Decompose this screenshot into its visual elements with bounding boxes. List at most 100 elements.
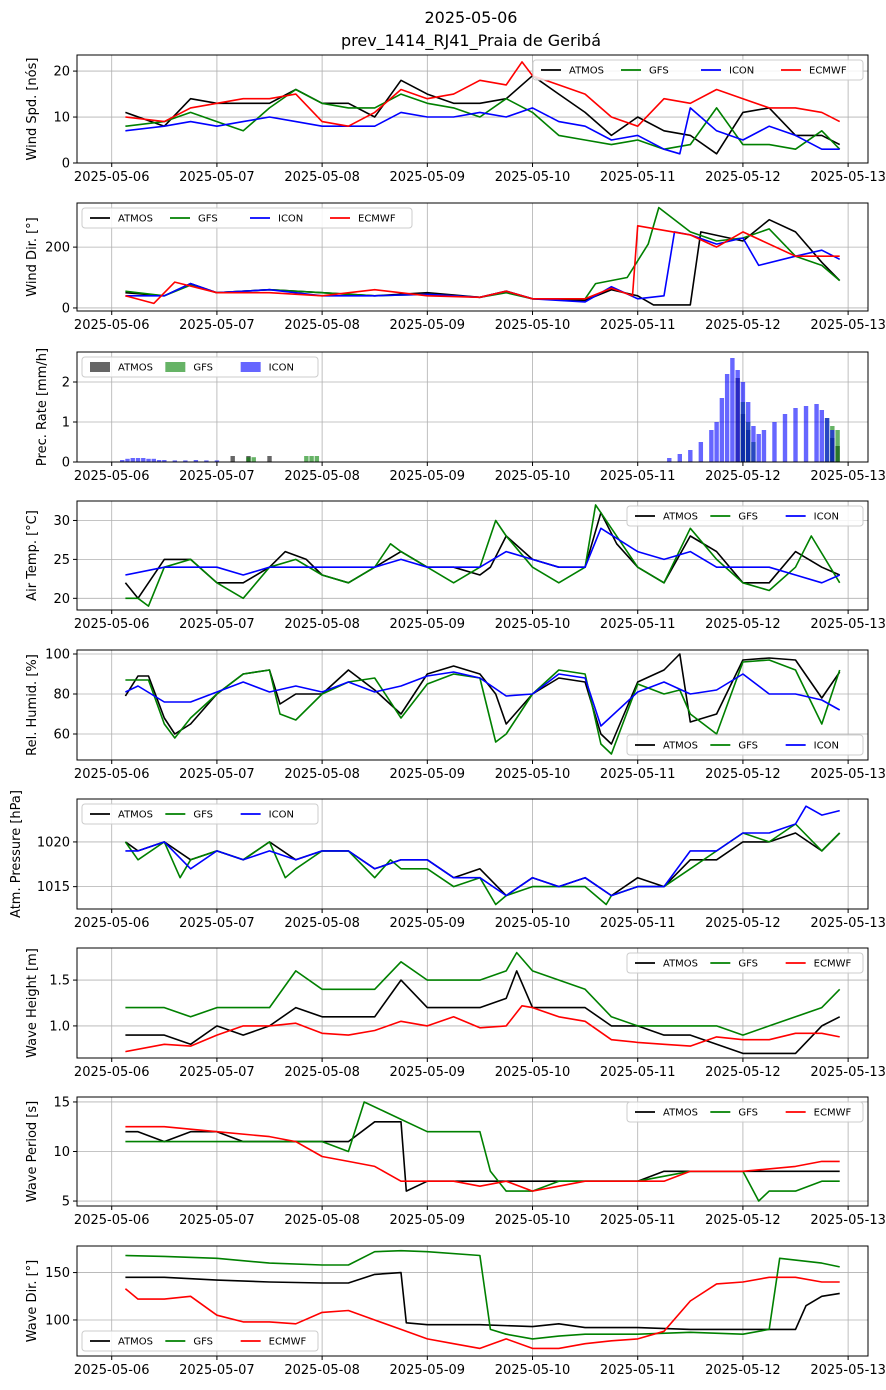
- x-tick-label: 2025-05-13: [810, 1213, 886, 1228]
- bar-icon: [146, 458, 151, 462]
- x-tick-label: 2025-05-08: [284, 469, 360, 484]
- y-tick-label: 150: [45, 1266, 70, 1281]
- bar-icon: [793, 408, 798, 462]
- series-ecmwf: [125, 61, 841, 127]
- legend-label: GFS: [738, 512, 758, 523]
- plot-area: [124, 1249, 840, 1350]
- legend-label: ATMOS: [663, 959, 698, 970]
- y-tick-label: 5: [62, 1195, 70, 1210]
- bar-icon: [714, 422, 719, 462]
- x-tick-label: 2025-05-07: [179, 1363, 255, 1378]
- bar-icon: [772, 422, 777, 462]
- x-tick-label: 2025-05-09: [390, 916, 466, 931]
- series-ecmwf: [125, 1004, 840, 1053]
- bar-icon: [709, 430, 714, 462]
- series-atmos: [124, 832, 841, 897]
- x-tick-label: 2025-05-08: [284, 1065, 360, 1080]
- bar-gfs: [309, 456, 314, 462]
- bar-icon: [183, 460, 188, 462]
- panels: 2025-05-06 2025-05-07 2025-05-08 2025-05-09…: [9, 54, 886, 1378]
- bar-icon: [735, 370, 740, 462]
- x-tick-label: 2025-05-09: [390, 767, 466, 782]
- series-icon: [125, 805, 840, 897]
- series-gfs: [125, 1101, 840, 1202]
- x-tick-label: 2025-05-07: [179, 916, 255, 931]
- y-tick-label: 10: [53, 111, 70, 126]
- x-tick-label: 2025-05-11: [600, 1363, 676, 1378]
- legend-box: [81, 803, 319, 825]
- legend-box: [81, 207, 413, 229]
- panel-9: 2025-05-06 2025-05-07 2025-05-08 2025-05-09…: [25, 1245, 886, 1378]
- x-tick-label: 2025-05-07: [179, 617, 255, 632]
- x-tick-label: 2025-05-11: [600, 617, 676, 632]
- y-tick-label: 20: [53, 592, 70, 607]
- legend-label: GFS: [198, 214, 218, 225]
- legend-label: ICON: [278, 214, 303, 225]
- bar-icon: [719, 398, 725, 462]
- legend-label: ECMWF: [269, 1337, 307, 1348]
- x-tick-label: 2025-05-13: [810, 767, 886, 782]
- bar-icon: [830, 430, 835, 462]
- y-tick-label: 2: [62, 376, 70, 391]
- y-tick-label: 0: [62, 456, 70, 471]
- x-tick-label: 2025-05-13: [810, 318, 886, 333]
- bar-icon: [141, 458, 146, 462]
- bar-icon: [730, 358, 735, 462]
- legend: ATMOS GFS ICON ECMWF: [81, 207, 413, 229]
- y-axis-label: Rel. Humid. [%]: [25, 654, 40, 756]
- series-atmos: [125, 1121, 840, 1192]
- bar-icon: [698, 442, 704, 462]
- x-tick-label: 2025-05-10: [495, 170, 571, 185]
- axes-frame: [76, 1245, 869, 1357]
- x-tick-label: 2025-05-08: [284, 318, 360, 333]
- x-tick-label: 2025-05-07: [179, 1213, 255, 1228]
- x-tick-label: 2025-05-06: [74, 318, 150, 333]
- legend: ATMOS GFS ICON: [81, 803, 319, 825]
- y-tick-label: 15: [53, 1095, 70, 1110]
- axes-frame: [76, 947, 869, 1059]
- bar-icon: [172, 460, 178, 462]
- x-tick-label: 2025-05-12: [705, 469, 781, 484]
- panel-2: 2025-05-06 2025-05-07 2025-05-08 2025-05-09…: [25, 202, 886, 333]
- x-tick-label: 2025-05-11: [600, 1065, 676, 1080]
- series-atmos: [125, 1271, 840, 1331]
- bar-icon: [761, 430, 767, 462]
- series-ecmwf: [125, 225, 840, 305]
- legend: ATMOS GFS ECMWF: [626, 1101, 864, 1123]
- y-tick-label: 0: [62, 301, 70, 316]
- y-tick-label: 20: [53, 65, 70, 80]
- panel-4: 2025-05-06 2025-05-07 2025-05-08 2025-05-09…: [25, 500, 886, 632]
- x-tick-label: 2025-05-08: [284, 767, 360, 782]
- x-tick-label: 2025-05-10: [495, 916, 571, 931]
- plot-area: [125, 206, 841, 306]
- x-tick-label: 2025-05-11: [600, 469, 676, 484]
- legend-label: GFS: [193, 1337, 213, 1348]
- plot-area: [124, 504, 841, 607]
- series-gfs: [125, 88, 841, 150]
- x-tick-label: 2025-05-11: [600, 916, 676, 931]
- bar-gfs: [835, 430, 840, 462]
- bar-icon: [193, 460, 199, 462]
- legend-label: ICON: [269, 363, 294, 374]
- x-tick-label: 2025-05-07: [179, 1065, 255, 1080]
- plot-area: [125, 61, 841, 155]
- x-tick-label: 2025-05-06: [74, 469, 150, 484]
- bar-icon: [156, 460, 162, 462]
- panel-7: 2025-05-06 2025-05-07 2025-05-08 2025-05-09…: [25, 947, 886, 1080]
- legend-label: GFS: [738, 1108, 758, 1119]
- x-tick-label: 2025-05-06: [74, 1065, 150, 1080]
- axes-frame: [76, 202, 869, 312]
- x-tick-label: 2025-05-06: [74, 617, 150, 632]
- legend-label: ATMOS: [118, 363, 153, 374]
- x-tick-label: 2025-05-08: [284, 1213, 360, 1228]
- series-gfs: [125, 1249, 840, 1340]
- x-tick-label: 2025-05-06: [74, 916, 150, 931]
- x-tick-label: 2025-05-09: [390, 1213, 466, 1228]
- legend: ATMOS GFS ICON: [626, 734, 864, 756]
- legend-label: ICON: [814, 741, 839, 752]
- x-tick-label: 2025-05-09: [390, 1363, 466, 1378]
- legend-label: ATMOS: [663, 512, 698, 523]
- y-axis-label: Wave Dir. [°]: [25, 1260, 40, 1343]
- y-axis-label: Wave Height [m]: [25, 948, 40, 1058]
- bar-icon: [162, 460, 167, 462]
